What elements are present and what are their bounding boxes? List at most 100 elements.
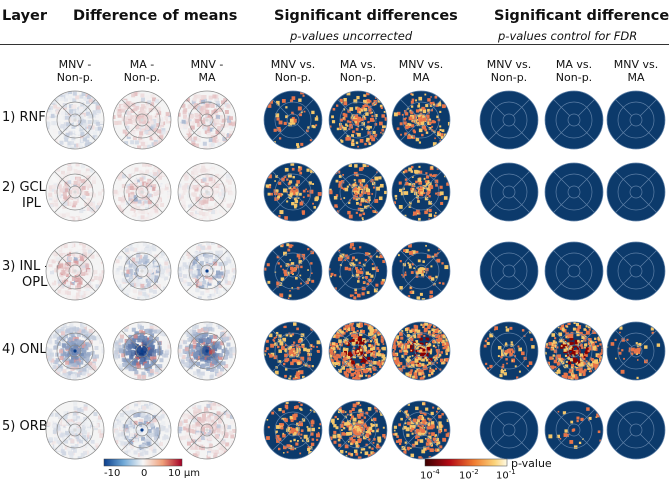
colorbar-p-tick-2: 10-2: [459, 468, 479, 481]
disc-r4-fdr-c1: [478, 320, 540, 382]
col-label-unc-2: MA vs. Non-p.: [327, 58, 389, 84]
row-label-line1: 3) INL -: [2, 259, 50, 274]
col-label-line2: Non-p.: [274, 71, 312, 84]
col-label-line1: MNV vs.: [486, 58, 532, 71]
disc-r1-unc-c1-plot: [263, 90, 323, 150]
disc-r3-unc-c2-plot: [328, 241, 388, 301]
disc-r1-unc-c3-plot: [391, 90, 451, 150]
disc-r2-diff-c1-plot: [45, 162, 105, 222]
tick-base: 10: [420, 470, 433, 481]
col-label-line1: MNV vs.: [398, 58, 444, 71]
disc-r4-diff-c3-plot: [177, 321, 237, 381]
disc-r3-unc-c3: [390, 240, 452, 302]
row-label-line1: 2) GCL-: [2, 180, 51, 195]
disc-r4-diff-c2-plot: [112, 321, 172, 381]
row-label-rnfl: 1) RNFL: [2, 110, 53, 126]
row-label-orb: 5) ORB: [2, 419, 48, 435]
disc-r3-diff-c2-plot: [112, 241, 172, 301]
disc-r5-diff-c1: [44, 399, 106, 461]
col-label-line1: MNV -: [58, 58, 92, 71]
disc-r1-unc-c1: [262, 89, 324, 151]
row-label-line2: OPL: [22, 275, 48, 290]
disc-r5-fdr-c2: [543, 399, 605, 461]
disc-r3-diff-c3: [176, 240, 238, 302]
disc-r2-fdr-c1-plot: [479, 162, 539, 222]
disc-r5-unc-c1: [262, 399, 324, 461]
disc-r1-fdr-c1: [478, 89, 540, 151]
col-label-line1: MA vs.: [555, 58, 593, 71]
disc-r2-unc-c2-plot: [328, 162, 388, 222]
disc-r4-diff-c1: [44, 320, 106, 382]
colorbar-p-label: p-value: [511, 457, 552, 470]
header-difference-of-means: Difference of means: [73, 8, 238, 24]
colorbar-pvalue: [424, 458, 508, 467]
row-label-line2: IPL: [22, 196, 41, 211]
disc-r5-unc-c3-plot: [391, 400, 451, 460]
col-label-diff-1: MNV - Non-p.: [44, 58, 106, 84]
disc-r5-fdr-c1: [478, 399, 540, 461]
disc-r2-fdr-c3: [605, 161, 667, 223]
disc-r5-diff-c3: [176, 399, 238, 461]
col-label-line1: MNV vs.: [270, 58, 316, 71]
col-label-line2: Non-p.: [123, 71, 161, 84]
disc-r2-fdr-c2: [543, 161, 605, 223]
disc-r5-fdr-c3-plot: [606, 400, 666, 460]
col-label-unc-1: MNV vs. Non-p.: [262, 58, 324, 84]
disc-r5-unc-c2-plot: [328, 400, 388, 460]
disc-r5-unc-c2: [327, 399, 389, 461]
disc-r1-unc-c2: [327, 89, 389, 151]
disc-r2-unc-c1: [262, 161, 324, 223]
col-label-line2: Non-p.: [555, 71, 593, 84]
disc-r1-unc-c2-plot: [328, 90, 388, 150]
header-significant-uncorrected: Significant differences: [274, 8, 458, 24]
disc-r5-unc-c1-plot: [263, 400, 323, 460]
colorbar-diff-min: -10: [104, 468, 121, 479]
col-label-fdr-3: MNV vs. MA: [605, 58, 667, 84]
disc-r3-fdr-c1: [478, 240, 540, 302]
col-label-line2: MA: [198, 71, 216, 84]
disc-r5-diff-c2: [111, 399, 173, 461]
colorbar-p-tick-1: 10-4: [420, 468, 440, 481]
disc-r5-fdr-c2-plot: [544, 400, 604, 460]
disc-r3-fdr-c2-plot: [544, 241, 604, 301]
tick-base: 10: [496, 470, 509, 481]
col-label-unc-3: MNV vs. MA: [390, 58, 452, 84]
disc-r3-unc-c3-plot: [391, 241, 451, 301]
disc-r1-diff-c3: [176, 89, 238, 151]
disc-r4-unc-c2: [327, 320, 389, 382]
row-label-onl: 4) ONL: [2, 342, 47, 358]
disc-r2-diff-c2: [111, 161, 173, 223]
disc-r2-fdr-c3-plot: [606, 162, 666, 222]
col-label-line2: Non-p.: [490, 71, 528, 84]
col-label-line1: MNV vs.: [613, 58, 659, 71]
col-label-fdr-2: MA vs. Non-p.: [543, 58, 605, 84]
disc-r4-diff-c2: [111, 320, 173, 382]
row-label-gcl-ipl: 2) GCL- IPL: [2, 180, 50, 212]
disc-r4-unc-c1: [262, 320, 324, 382]
disc-r4-fdr-c2-plot: [544, 321, 604, 381]
header-rule: [0, 44, 669, 45]
disc-r4-unc-c3: [390, 320, 452, 382]
disc-r3-diff-c1-plot: [45, 241, 105, 301]
disc-r5-diff-c3-plot: [177, 400, 237, 460]
colorbar-diff-mid: 0: [141, 468, 148, 479]
col-label-line2: Non-p.: [339, 71, 377, 84]
row-label-line1: 1) RNFL: [2, 110, 53, 125]
tick-exp: -4: [432, 468, 440, 476]
col-label-line2: MA: [627, 71, 645, 84]
disc-r1-fdr-c3: [605, 89, 667, 151]
row-label-line1: 4) ONL: [2, 342, 47, 357]
col-label-fdr-1: MNV vs. Non-p.: [478, 58, 540, 84]
disc-r1-unc-c3: [390, 89, 452, 151]
disc-r2-diff-c3: [176, 161, 238, 223]
disc-r1-diff-c2-plot: [112, 90, 172, 150]
disc-r4-fdr-c3: [605, 320, 667, 382]
disc-r2-diff-c3-plot: [177, 162, 237, 222]
col-label-diff-2: MA - Non-p.: [111, 58, 173, 84]
disc-r4-diff-c1-plot: [45, 321, 105, 381]
disc-r2-unc-c3: [390, 161, 452, 223]
disc-r5-diff-c2-plot: [112, 400, 172, 460]
tick-exp: -2: [471, 468, 479, 476]
tick-exp: -1: [508, 468, 516, 476]
